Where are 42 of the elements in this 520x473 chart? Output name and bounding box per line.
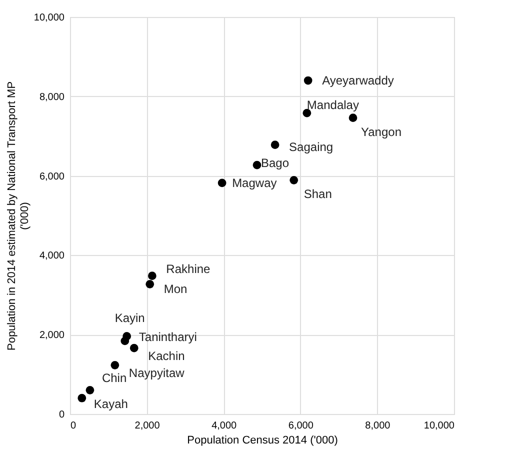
data-label: Kayah <box>94 397 128 412</box>
data-label: Bago <box>261 156 290 170</box>
data-label: Ayeyarwaddy <box>322 74 394 88</box>
data-label: Rakhine <box>166 262 211 276</box>
point <box>78 394 86 402</box>
point <box>120 336 130 346</box>
data-label: Kayin <box>114 311 145 326</box>
y-tick-label: 2,000 <box>39 330 65 342</box>
point <box>148 272 156 280</box>
data-label: Kachin <box>148 349 185 364</box>
y-tick-label: 4,000 <box>39 250 65 262</box>
point <box>110 360 120 370</box>
y-tick-label: 6,000 <box>39 171 65 182</box>
point <box>218 178 226 188</box>
y-tick-label: 10,000 <box>34 12 65 24</box>
x-tick-label: 6,000 <box>288 420 314 432</box>
point <box>252 160 262 170</box>
data-label: Mon <box>164 282 188 296</box>
data-label: Yangon <box>361 124 402 139</box>
data-label: Magway <box>232 176 277 190</box>
x-tick-label: 4,000 <box>212 420 238 432</box>
point <box>130 344 138 352</box>
data-label: Sagaing <box>289 140 334 154</box>
point <box>270 140 280 150</box>
point <box>348 114 358 122</box>
x-axis-title: Population Census 2014 ('000) <box>187 434 338 446</box>
data-label: Naypyitaw <box>128 366 185 380</box>
y-axis-title: Population in 2014 estimated by National Transport MP ('000) <box>6 81 31 351</box>
x-tick-label: 0 <box>70 420 76 432</box>
point <box>290 176 298 184</box>
y-tick-label: 8,000 <box>39 92 65 103</box>
data-label: Shan <box>304 187 332 202</box>
data-label: Mandalay <box>306 98 359 112</box>
point <box>304 76 312 85</box>
point <box>86 386 94 394</box>
x-tick-label: 2,000 <box>134 420 160 432</box>
y-tick-label: 0 <box>58 410 65 420</box>
data-label: Tanintharyi <box>138 330 197 344</box>
point <box>146 280 154 288</box>
x-tick-label: 8,000 <box>365 420 391 432</box>
data-label: Chin <box>102 371 127 386</box>
x-tick-label: 10,000 <box>424 420 455 432</box>
